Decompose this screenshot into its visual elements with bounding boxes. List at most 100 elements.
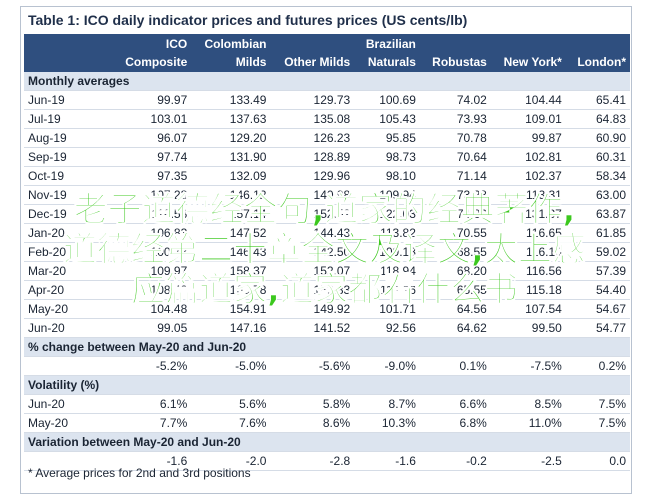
cell: 98.10	[354, 166, 420, 186]
cell: 132.09	[191, 166, 271, 186]
cell: 116.56	[490, 261, 566, 281]
cell: 73.93	[419, 109, 491, 129]
row-label: Oct-19	[24, 166, 112, 186]
cell: 7.5%	[565, 394, 630, 414]
cell: 107.23	[112, 185, 192, 205]
section-row: Variation between May-20 and Jun-20	[24, 432, 630, 452]
cell: 129.20	[191, 128, 271, 148]
header-text: Other Milds	[284, 55, 351, 69]
cell: 157.14	[191, 204, 271, 224]
cell: 6.8%	[419, 413, 491, 433]
cell: 99.87	[490, 128, 566, 148]
cell: 105.43	[354, 109, 420, 129]
header-text: Colombian	[204, 37, 267, 51]
cell: 128.89	[270, 147, 355, 167]
cell: 54.67	[565, 299, 630, 319]
row-label: Aug-19	[24, 128, 112, 148]
cell: 99.97	[112, 90, 192, 110]
cell: 114.26	[354, 280, 420, 300]
header-text: Naturals	[367, 55, 416, 69]
data-row: -1.6 -2.0 -2.8 -1.6 -0.2 -2.5 0.0	[24, 451, 630, 471]
cell: 7.6%	[191, 413, 271, 433]
header-text: ICO	[165, 37, 188, 51]
cell: 163.78	[191, 280, 271, 300]
header-row: ICO Composite Colombian Milds Other Milds Bra…	[24, 34, 630, 72]
cell: 126.23	[270, 128, 355, 148]
header-text: Brazilian	[365, 37, 416, 51]
cell: 64.83	[565, 109, 630, 129]
cell: 108.48	[112, 280, 192, 300]
data-row: May-20 7.7% 7.6% 8.6% 10.3% 6.8% 11.0% 7.5%	[24, 413, 630, 433]
overlay-line: 应篇道家,道家都看什么书	[131, 270, 519, 311]
cell: 60.90	[565, 128, 630, 148]
row-label: Jun-19	[24, 90, 112, 110]
row-label: Sep-19	[24, 147, 112, 167]
cell: 142.50	[270, 242, 355, 262]
header-text: Robustas	[432, 55, 487, 69]
cell: 116.65	[490, 223, 566, 243]
cell: 102.37	[490, 166, 566, 186]
data-row: Jun-20 99.05 147.16 141.52 92.56 64.62 99.50 54…	[24, 318, 630, 338]
cell: 68.55	[419, 242, 491, 262]
cell: 107.54	[490, 299, 566, 319]
data-row: Aug-19 96.07 129.20 126.23 95.85 70.78 99.87 60…	[24, 128, 630, 148]
cell: 0.2%	[565, 356, 630, 376]
cell: 116.10	[490, 242, 566, 262]
cell: 7.5%	[565, 413, 630, 433]
cell: 5.8%	[270, 394, 355, 414]
header-cell: Brazilian Naturals	[354, 34, 420, 72]
cell: -5.6%	[270, 356, 355, 376]
row-label: May-20	[24, 413, 112, 433]
cell: 0.1%	[419, 356, 491, 376]
cell: 152.52	[270, 204, 355, 224]
section-label: Variation between May-20 and Jun-20	[24, 432, 630, 452]
footnote: * Average prices for 2nd and 3rd positio…	[28, 466, 251, 480]
cell: 68.20	[419, 261, 491, 281]
cell: 64.62	[419, 318, 491, 338]
cell: 8.7%	[354, 394, 420, 414]
cell: 154.91	[191, 299, 271, 319]
cell: 133.49	[191, 90, 271, 110]
cell: 54.40	[565, 280, 630, 300]
overlay-line: 老子道德经全句,道家的经典著作,	[73, 190, 576, 231]
cell: 5.6%	[191, 394, 271, 414]
cell: 57.39	[565, 261, 630, 281]
section-row: Monthly averages	[24, 72, 630, 91]
cell: 71.14	[419, 166, 491, 186]
cell: 113.82	[354, 223, 420, 243]
row-label: May-20	[24, 299, 112, 319]
cell: 54.77	[565, 318, 630, 338]
cell: 147.16	[191, 318, 271, 338]
cell: 10.3%	[354, 413, 420, 433]
header-text: Composite	[125, 55, 188, 69]
overlay-text: 老子道德经全句,道家的经典著作, 道德经第二十章全文及译文,太上感 应篇道家,道家都…	[0, 190, 649, 311]
header-cell: New York*	[490, 34, 566, 72]
cell: -1.6	[112, 451, 192, 471]
section-label: Volatility (%)	[24, 375, 630, 395]
data-row: Dec-19 118.58 157.14 152.52 122.03 74.86 131.3…	[24, 204, 630, 224]
cell: -2.0	[191, 451, 271, 471]
row-label	[24, 451, 112, 471]
cell: 115.18	[490, 280, 566, 300]
cell: 141.52	[270, 318, 355, 338]
header-cell: Colombian Milds	[191, 34, 271, 72]
row-label: Jun-20	[24, 394, 112, 414]
row-label: Feb-20	[24, 242, 112, 262]
section-row: Volatility (%)	[24, 375, 630, 395]
cell: 70.64	[419, 147, 491, 167]
cell: 11.0%	[490, 413, 566, 433]
cell: 58.34	[565, 166, 630, 186]
cell: 8.5%	[490, 394, 566, 414]
frame	[20, 6, 632, 494]
header-cell: London*	[565, 34, 630, 72]
cell: 74.86	[419, 204, 491, 224]
row-label	[24, 356, 112, 376]
overlay-line: 道德经第二十章全文及译文,太上感	[63, 230, 587, 271]
cell: 109.97	[112, 261, 192, 281]
cell: 97.35	[112, 166, 192, 186]
table-title: Table 1: ICO daily indicator prices and …	[28, 12, 468, 28]
cell: 74.02	[419, 90, 491, 110]
cell: 73.28	[419, 185, 491, 205]
data-row: Oct-19 97.35 132.09 129.96 98.10 71.14 102.37 5…	[24, 166, 630, 186]
cell: 118.58	[112, 204, 192, 224]
